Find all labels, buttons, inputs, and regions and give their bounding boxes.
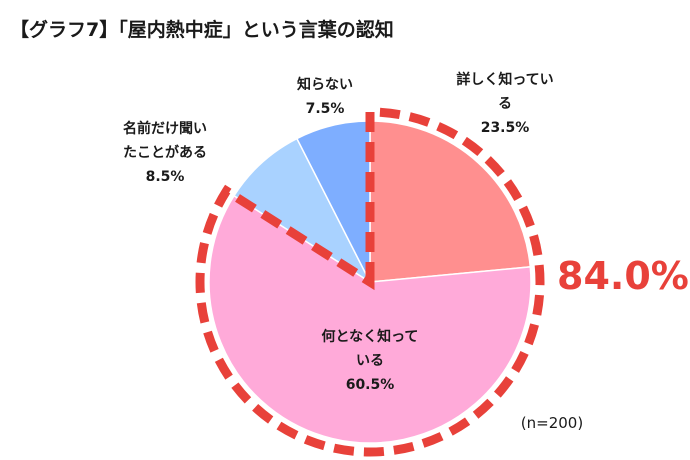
slice-3-percent: 8.5% (146, 169, 185, 185)
highlight-outline (195, 107, 545, 457)
slice-1-label: る (498, 96, 512, 112)
sample-size-note: (n=200) (521, 414, 583, 432)
pie-slice-1 (369, 120, 532, 283)
slice-1-percent: 23.5% (481, 120, 530, 136)
slice-2-label: 何となく知って (322, 328, 419, 345)
pie-slices (208, 120, 532, 444)
slice-1-label: 詳しく知ってい (456, 71, 553, 88)
highlight-total: 84.0% (557, 254, 689, 298)
pie-slice-3 (233, 137, 372, 285)
slice-4-label: 知らない (297, 76, 353, 93)
chart-title: 【グラフ7】「屋内熱中症」という言葉の認知 (10, 19, 394, 41)
slice-3-label: 名前だけ聞い (123, 120, 207, 137)
slice-2-label: いる (356, 353, 384, 369)
slice-3-label: たことがある (123, 144, 207, 161)
pie-slice-2 (208, 194, 532, 444)
slice-4-percent: 7.5% (306, 101, 345, 117)
slice-2-percent: 60.5% (346, 377, 395, 393)
